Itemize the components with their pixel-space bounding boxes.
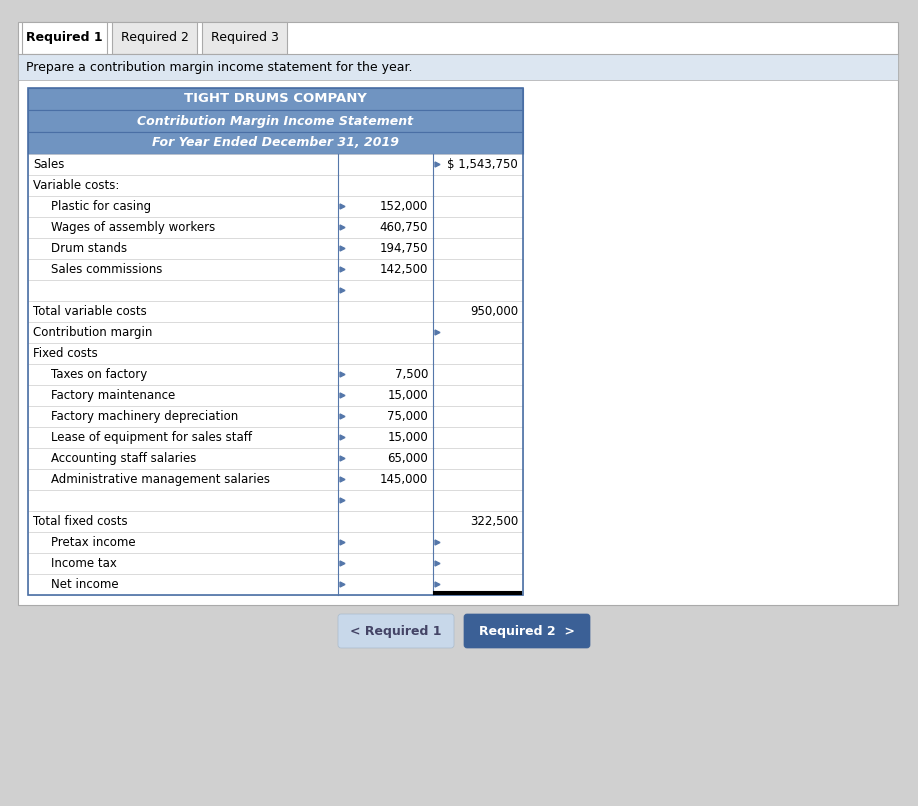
FancyBboxPatch shape (202, 22, 287, 54)
Text: Lease of equipment for sales staff: Lease of equipment for sales staff (51, 431, 252, 444)
FancyBboxPatch shape (28, 154, 523, 175)
FancyBboxPatch shape (28, 553, 523, 574)
FancyBboxPatch shape (28, 88, 523, 110)
FancyBboxPatch shape (28, 574, 523, 595)
Text: 7,500: 7,500 (395, 368, 428, 381)
Text: Required 2: Required 2 (120, 31, 188, 44)
FancyBboxPatch shape (28, 427, 523, 448)
Polygon shape (340, 414, 345, 419)
Text: 65,000: 65,000 (387, 452, 428, 465)
Text: 460,750: 460,750 (380, 221, 428, 234)
Polygon shape (435, 540, 440, 545)
Text: Drum stands: Drum stands (51, 242, 127, 255)
Text: TIGHT DRUMS COMPANY: TIGHT DRUMS COMPANY (185, 93, 367, 106)
Text: Prepare a contribution margin income statement for the year.: Prepare a contribution margin income sta… (26, 60, 412, 73)
Text: 142,500: 142,500 (380, 263, 428, 276)
Text: 75,000: 75,000 (387, 410, 428, 423)
Text: 15,000: 15,000 (387, 389, 428, 402)
Polygon shape (435, 162, 440, 167)
Text: 152,000: 152,000 (380, 200, 428, 213)
Text: Total fixed costs: Total fixed costs (33, 515, 128, 528)
Text: $ 1,543,750: $ 1,543,750 (447, 158, 518, 171)
Text: Sales: Sales (33, 158, 64, 171)
FancyBboxPatch shape (28, 532, 523, 553)
FancyBboxPatch shape (28, 280, 523, 301)
FancyBboxPatch shape (22, 22, 107, 54)
Text: Factory machinery depreciation: Factory machinery depreciation (51, 410, 239, 423)
FancyBboxPatch shape (338, 614, 454, 648)
FancyBboxPatch shape (28, 490, 523, 511)
Text: Pretax income: Pretax income (51, 536, 136, 549)
FancyBboxPatch shape (28, 469, 523, 490)
FancyBboxPatch shape (28, 343, 523, 364)
Text: Fixed costs: Fixed costs (33, 347, 97, 360)
Text: Accounting staff salaries: Accounting staff salaries (51, 452, 196, 465)
Text: 322,500: 322,500 (470, 515, 518, 528)
Polygon shape (340, 225, 345, 230)
Text: Income tax: Income tax (51, 557, 117, 570)
Polygon shape (340, 582, 345, 587)
FancyBboxPatch shape (28, 385, 523, 406)
FancyBboxPatch shape (28, 196, 523, 217)
Text: Wages of assembly workers: Wages of assembly workers (51, 221, 215, 234)
FancyBboxPatch shape (0, 0, 918, 22)
Polygon shape (435, 330, 440, 335)
FancyBboxPatch shape (28, 175, 523, 196)
Text: 15,000: 15,000 (387, 431, 428, 444)
Text: Variable costs:: Variable costs: (33, 179, 119, 192)
Polygon shape (340, 204, 345, 209)
Polygon shape (340, 477, 345, 482)
FancyBboxPatch shape (28, 511, 523, 532)
Text: Required 1: Required 1 (27, 31, 103, 44)
Text: Contribution Margin Income Statement: Contribution Margin Income Statement (138, 114, 414, 127)
Text: For Year Ended December 31, 2019: For Year Ended December 31, 2019 (152, 136, 399, 149)
Polygon shape (435, 582, 440, 587)
FancyBboxPatch shape (112, 22, 197, 54)
Polygon shape (340, 393, 345, 398)
Polygon shape (340, 288, 345, 293)
Text: < Required 1: < Required 1 (351, 625, 442, 638)
Polygon shape (340, 540, 345, 545)
FancyBboxPatch shape (28, 322, 523, 343)
Text: Net income: Net income (51, 578, 118, 591)
FancyBboxPatch shape (18, 22, 898, 605)
Text: Total variable costs: Total variable costs (33, 305, 147, 318)
Polygon shape (340, 372, 345, 377)
Text: 145,000: 145,000 (380, 473, 428, 486)
Polygon shape (340, 456, 345, 461)
FancyBboxPatch shape (28, 132, 523, 154)
Text: Required 3: Required 3 (210, 31, 278, 44)
Text: Factory maintenance: Factory maintenance (51, 389, 175, 402)
FancyBboxPatch shape (28, 301, 523, 322)
FancyBboxPatch shape (28, 217, 523, 238)
Text: Plastic for casing: Plastic for casing (51, 200, 151, 213)
Text: Sales commissions: Sales commissions (51, 263, 162, 276)
Text: Taxes on factory: Taxes on factory (51, 368, 147, 381)
Text: 950,000: 950,000 (470, 305, 518, 318)
FancyBboxPatch shape (28, 448, 523, 469)
FancyBboxPatch shape (18, 54, 898, 80)
FancyBboxPatch shape (464, 614, 590, 648)
FancyBboxPatch shape (28, 259, 523, 280)
Text: Required 2  >: Required 2 > (479, 625, 575, 638)
Polygon shape (340, 498, 345, 503)
FancyBboxPatch shape (28, 110, 523, 132)
FancyBboxPatch shape (28, 406, 523, 427)
FancyBboxPatch shape (28, 364, 523, 385)
Polygon shape (340, 267, 345, 272)
Text: Contribution margin: Contribution margin (33, 326, 152, 339)
Polygon shape (435, 561, 440, 566)
Polygon shape (340, 246, 345, 251)
FancyBboxPatch shape (28, 238, 523, 259)
Text: 194,750: 194,750 (379, 242, 428, 255)
Polygon shape (340, 561, 345, 566)
Text: Administrative management salaries: Administrative management salaries (51, 473, 270, 486)
Polygon shape (340, 435, 345, 440)
